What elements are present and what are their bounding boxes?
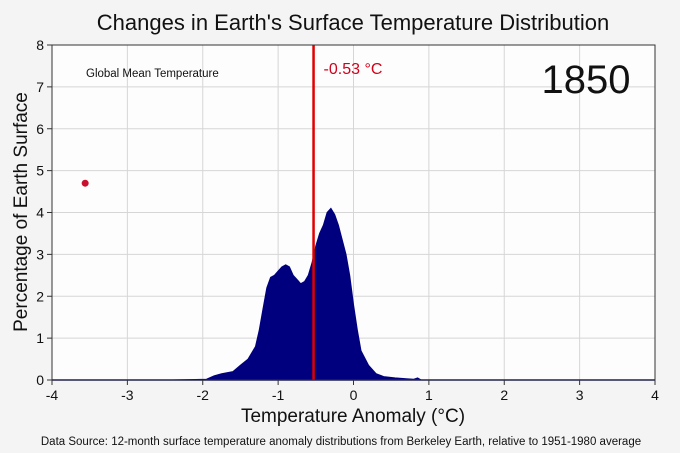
x-tick-label: 3 (576, 387, 584, 403)
y-tick-label: 8 (36, 37, 44, 53)
x-tick-label: -4 (46, 387, 59, 403)
x-tick-label: 4 (651, 387, 659, 403)
x-axis-label: Temperature Anomaly (°C) (241, 406, 465, 427)
x-tick-label: 0 (350, 387, 358, 403)
legend-marker-dot (81, 179, 89, 187)
x-tick-label: 2 (500, 387, 508, 403)
chart-title: Changes in Earth's Surface Temperature D… (97, 10, 610, 35)
x-tick-label: 1 (425, 387, 433, 403)
x-tick-label: -1 (272, 387, 285, 403)
y-axis-ticks: 0 1 2 3 4 5 6 7 8 (36, 37, 52, 388)
y-tick-label: 7 (36, 79, 44, 95)
distribution-area (172, 207, 444, 381)
y-tick-label: 0 (36, 372, 44, 388)
y-tick-label: 5 (36, 163, 44, 179)
y-tick-label: 4 (36, 205, 44, 221)
y-tick-label: 6 (36, 121, 44, 137)
legend-text: Global Mean Temperature (86, 68, 219, 80)
y-tick-label: 1 (36, 330, 44, 346)
y-tick-label: 3 (36, 246, 44, 262)
data-source-note: Data Source: 12-month surface temperatur… (41, 436, 641, 448)
x-axis-ticks: -4 -3 -2 -1 0 1 2 3 4 (46, 380, 659, 403)
y-tick-label: 2 (36, 288, 44, 304)
x-tick-label: -3 (121, 387, 134, 403)
x-tick-label: -2 (197, 387, 210, 403)
y-axis-label: Percentage of Earth Surface (11, 92, 32, 332)
mean-temperature-label: -0.53 °C (324, 61, 383, 78)
year-label: 1850 (542, 58, 631, 102)
